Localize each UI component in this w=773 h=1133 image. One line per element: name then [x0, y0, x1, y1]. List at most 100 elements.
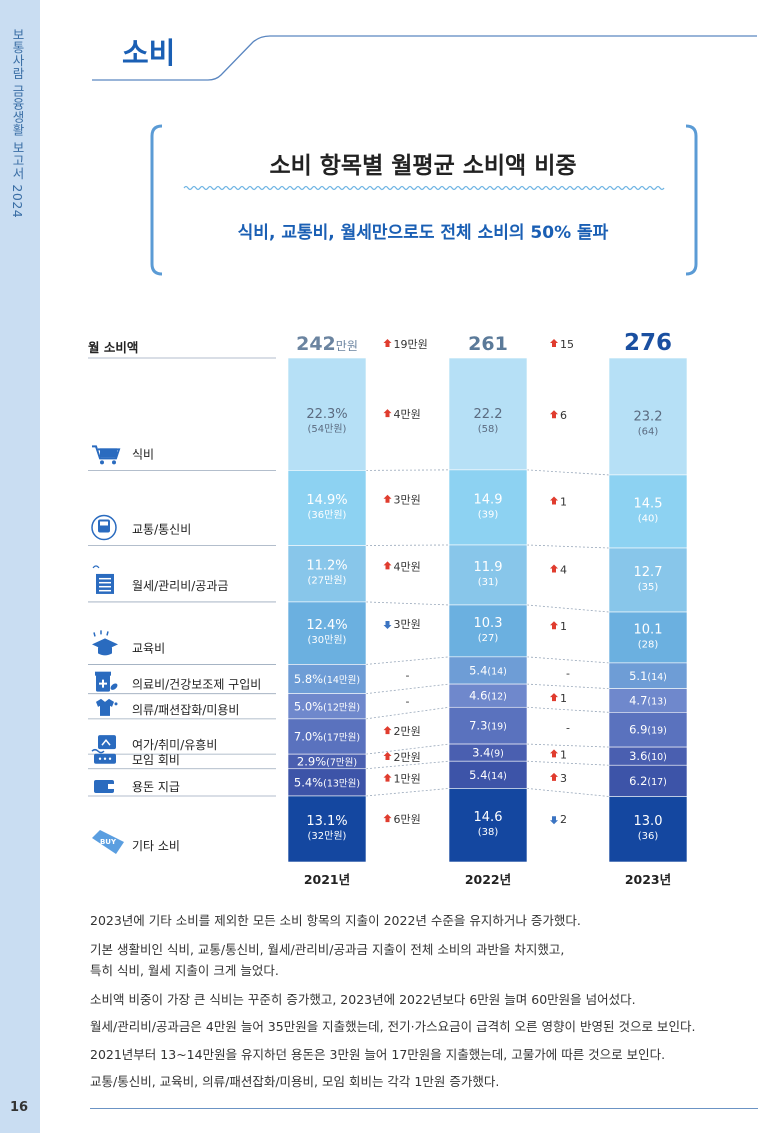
segment-label: 5.1(14): [629, 669, 667, 683]
segment-pct: 5.4: [469, 768, 487, 782]
bar-segment: [287, 664, 367, 694]
segment-pct: 13.1%: [306, 814, 347, 829]
change-value: 4만원: [394, 560, 421, 573]
bill-icon: [92, 565, 100, 569]
title-brackets: [150, 124, 698, 276]
chat-icon: [108, 757, 112, 760]
segment-pct: 7.3: [469, 719, 487, 733]
change-none: -: [566, 722, 570, 735]
chart-subtitle: 식비, 교통비, 월세만으로도 전체 소비의 50% 돌파: [237, 223, 609, 243]
chat-icon: [98, 757, 102, 760]
up-arrow-icon: [383, 561, 392, 570]
category-label: 교통/통신비: [132, 522, 191, 536]
down-arrow-icon: [550, 816, 558, 825]
segment-pct: 10.3: [474, 616, 503, 631]
segment-label: 5.4%(13만원): [294, 775, 360, 789]
change-none: -: [406, 669, 410, 682]
shopping-cart-icon: [100, 448, 117, 458]
bar-segment: [448, 544, 528, 606]
change-value: 15: [560, 338, 574, 351]
segment-amount: (14): [647, 672, 667, 683]
tag-icon: [92, 830, 124, 854]
footer-rule: [90, 1108, 758, 1109]
category-label: 식비: [132, 447, 154, 461]
connector-line: [526, 469, 610, 476]
connector-line: [365, 544, 450, 546]
total-number: 261: [468, 333, 508, 355]
total-number: 242: [296, 333, 336, 355]
chart-title: 소비 항목별 월평균 소비액 비중: [269, 153, 577, 179]
fashion-icon: [114, 702, 118, 706]
segment-pct: 2.9%: [297, 754, 326, 768]
segment-amount: (14): [487, 666, 507, 677]
segment-pct: 14.9: [474, 492, 503, 507]
wallet-icon: [108, 783, 114, 789]
change-value: 3: [560, 772, 567, 785]
up-arrow-icon: [550, 339, 558, 347]
total-number: 276: [624, 330, 672, 356]
chat-icon: [103, 757, 107, 760]
connector-line: [526, 760, 610, 766]
segment-pct: 11.9: [474, 560, 503, 575]
segment-amount: (17만원): [323, 733, 360, 744]
train-icon: [91, 514, 117, 541]
segment-amount: (54만원): [308, 423, 347, 435]
category-label: 여가/취미/유흥비: [132, 738, 217, 752]
category-label: 기타 소비: [132, 839, 180, 853]
segment-pct: 4.7: [629, 693, 647, 707]
change-value: 2만원: [394, 725, 421, 738]
up-arrow-icon: [383, 494, 392, 503]
page-number: 16: [10, 1100, 29, 1115]
down-arrow-icon: [383, 621, 392, 630]
segment-pct: 5.4: [469, 663, 487, 677]
segment-label: 5.4(14): [469, 768, 507, 782]
train-icon: [100, 521, 108, 526]
connector-line: [526, 706, 610, 713]
paragraph-6: 2021년부터 13~14만원을 유지하던 용돈은 3만원 늘어 17만원을 지…: [90, 1047, 666, 1062]
leisure-icon: [91, 748, 105, 754]
connector-line: [365, 760, 450, 770]
segment-pct: 10.1: [634, 622, 663, 637]
sidebar-strip: [0, 0, 40, 1133]
segment-amount: (27): [478, 633, 499, 644]
segment-amount: (13): [647, 696, 667, 707]
connector-line: [365, 656, 450, 665]
up-arrow-icon: [550, 496, 558, 505]
paragraph-2: 기본 생활비인 식비, 교통/통신비, 월세/관리비/공과금 지출이 전체 소비…: [90, 942, 565, 957]
year-label: 2021년: [304, 872, 350, 887]
bar-segment: [287, 601, 367, 665]
up-arrow-icon: [383, 409, 392, 418]
segment-pct: 4.6: [469, 689, 487, 703]
year-label: 2023년: [625, 872, 671, 887]
segment-label: 6.2(17): [629, 774, 667, 788]
bar-segment: [448, 357, 528, 471]
paragraph-4: 소비액 비중이 가장 큰 식비는 꾸준히 증가했고, 2023년에 2022년보…: [90, 992, 636, 1007]
bar-segment: [608, 611, 688, 664]
connector-line: [365, 601, 450, 606]
change-value: 2만원: [394, 751, 421, 764]
shopping-cart-icon: [112, 460, 116, 465]
segment-amount: (27만원): [308, 575, 347, 587]
segment-pct: 5.8%: [294, 672, 323, 686]
shopping-cart-icon: [100, 460, 104, 465]
wallet-icon: [94, 779, 114, 793]
up-arrow-icon: [550, 564, 558, 573]
medicine-icon: [95, 671, 111, 676]
bar-segment: [608, 357, 688, 476]
change-value: 1: [560, 692, 567, 705]
bar-segment: [287, 693, 367, 720]
segment-label: 3.6(10): [629, 749, 667, 763]
segment-amount: (32만원): [308, 830, 347, 842]
bar-segment: [448, 604, 528, 658]
category-label: 교육비: [132, 641, 165, 655]
up-arrow-icon: [550, 693, 558, 702]
fashion-icon: [96, 698, 114, 716]
segment-label: 4.7(13): [629, 693, 667, 707]
category-label: 모임 회비: [132, 753, 180, 767]
segment-label: 5.4(14): [469, 663, 507, 677]
change-value: 1: [560, 748, 567, 761]
up-arrow-icon: [383, 752, 392, 761]
section-title: 소비: [122, 36, 176, 70]
bar-segment: [608, 547, 688, 613]
total-value: 261: [468, 333, 508, 355]
